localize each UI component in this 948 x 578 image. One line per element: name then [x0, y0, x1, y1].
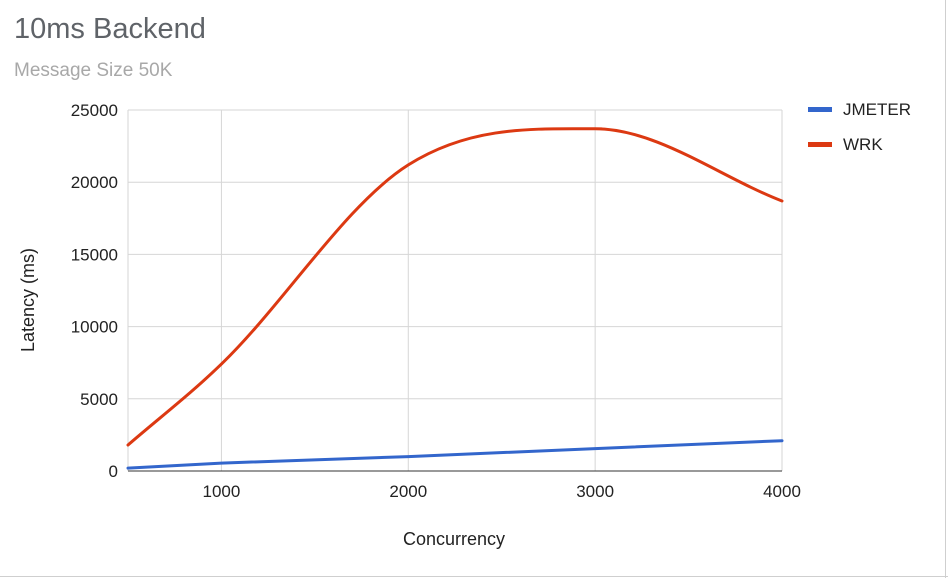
- x-tick-label: 3000: [576, 482, 614, 501]
- legend[interactable]: JMETER WRK: [808, 100, 911, 154]
- x-tick-label: 2000: [389, 482, 427, 501]
- chart-title: 10ms Backend: [14, 13, 206, 45]
- series-line-jmeter: [126, 439, 784, 470]
- series-lines: [126, 127, 784, 470]
- chart-subtitle: Message Size 50K: [14, 60, 173, 81]
- legend-swatch: [808, 107, 832, 112]
- legend-label: WRK: [843, 135, 883, 154]
- x-tick-label: 1000: [203, 482, 241, 501]
- y-tick-label: 10000: [71, 318, 118, 337]
- gridlines: [127, 109, 783, 472]
- y-tick-label: 15000: [71, 245, 118, 264]
- frame-border-bottom: [0, 576, 948, 577]
- y-tick-label: 0: [109, 462, 118, 481]
- legend-label: JMETER: [843, 100, 911, 119]
- y-tick-label: 20000: [71, 173, 118, 192]
- x-tick-label: 4000: [763, 482, 801, 501]
- series-line-wrk: [126, 127, 784, 447]
- y-tick-label: 25000: [71, 101, 118, 120]
- legend-swatch: [808, 142, 832, 147]
- y-tick-label: 5000: [80, 390, 118, 409]
- frame-border-right: [945, 0, 946, 578]
- x-axis-title: Concurrency: [403, 529, 505, 549]
- axis-ticks: 0 5000 10000 15000 20000 25000 1000 2000 3000 400…: [71, 101, 801, 501]
- y-axis-title: Latency (ms): [18, 248, 38, 352]
- legend-item-wrk[interactable]: WRK: [808, 135, 883, 154]
- legend-item-jmeter[interactable]: JMETER: [808, 100, 911, 119]
